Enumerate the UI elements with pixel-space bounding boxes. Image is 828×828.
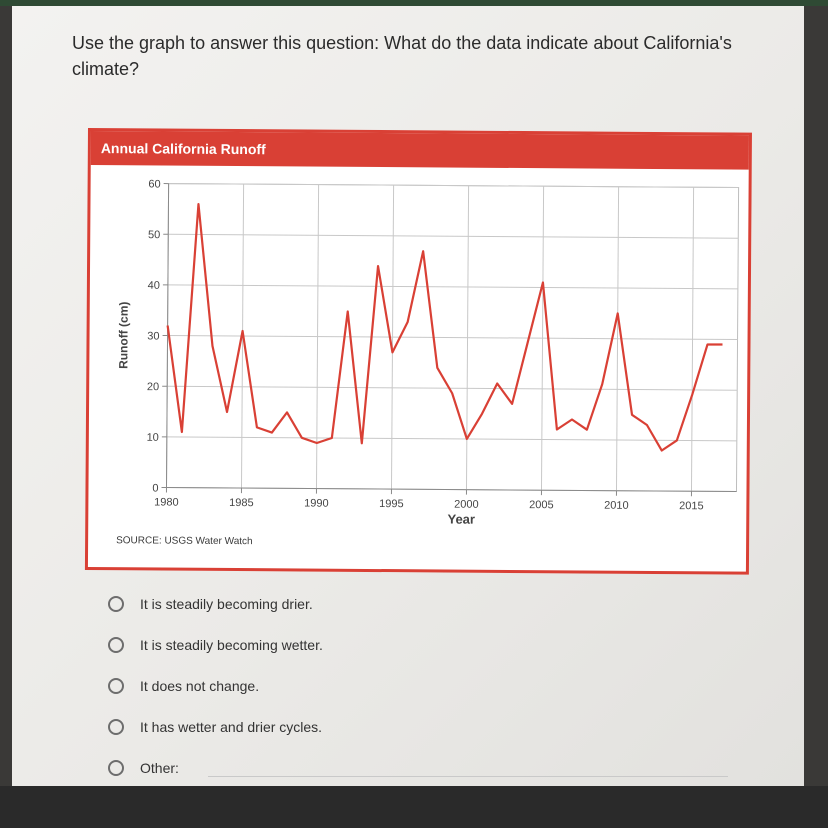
grid-line-vertical	[690, 187, 695, 492]
chart-header: Annual California Runoff	[90, 131, 749, 170]
y-tick-label: 0	[152, 482, 158, 494]
x-tick-label: 1990	[304, 498, 329, 510]
other-text-input[interactable]	[208, 776, 728, 777]
y-tick-label: 40	[148, 280, 160, 292]
x-tick-label: 1980	[154, 496, 179, 508]
chart-source: SOURCE: USGS Water Watch	[116, 535, 253, 548]
y-tick-label: 30	[147, 330, 159, 342]
option-steadily-wetter[interactable]: It is steadily becoming wetter.	[108, 635, 323, 676]
grid-line-vertical	[315, 184, 320, 489]
grid-line-horizontal	[168, 233, 739, 239]
grid-line-vertical	[615, 186, 620, 491]
grid-line-horizontal	[167, 335, 738, 341]
radio-button[interactable]	[108, 637, 124, 653]
x-tick-label: 2005	[529, 499, 554, 511]
y-tick-label: 50	[148, 229, 160, 241]
grid-line-horizontal	[168, 183, 739, 189]
x-tick-label: 2000	[454, 499, 479, 511]
chart-card: Annual California Runoff 0 10 20 30 40 50 60 19…	[84, 128, 752, 575]
x-tick-label: 2010	[604, 500, 629, 512]
option-wetter-drier-cycles[interactable]: It has wetter and drier cycles.	[108, 717, 323, 758]
option-label: It does not change.	[140, 678, 260, 694]
grid-line-vertical	[540, 186, 545, 491]
answer-options: It is steadily becoming drier. It is ste…	[108, 594, 728, 799]
question-text: Use the graph to answer this question: W…	[72, 33, 732, 79]
radio-button[interactable]	[108, 719, 124, 735]
option-no-change[interactable]: It does not change.	[108, 676, 323, 717]
y-axis	[165, 183, 170, 488]
radio-button[interactable]	[108, 678, 124, 694]
y-tick-label: 10	[147, 432, 159, 444]
option-steadily-drier[interactable]: It is steadily becoming drier.	[108, 594, 323, 635]
runoff-line-chart: 0 10 20 30 40 50 60 1980 1985 1990 1995 2000 2005 201…	[116, 178, 740, 527]
option-label: It is steadily becoming wetter.	[140, 637, 323, 653]
grid-line-vertical	[390, 185, 395, 490]
runoff-series-line	[166, 202, 723, 452]
grid-line-horizontal	[167, 284, 738, 290]
x-axis	[166, 487, 737, 493]
y-tick-label: 60	[148, 178, 160, 190]
radio-button[interactable]	[108, 596, 124, 612]
option-label: It is steadily becoming drier.	[140, 596, 313, 612]
option-label: It has wetter and drier cycles.	[140, 719, 323, 735]
device-frame-bottom	[0, 786, 828, 828]
x-tick-label: 2015	[679, 500, 704, 512]
y-axis-label: Runoff (cm)	[116, 302, 130, 369]
grid-line-horizontal	[167, 385, 738, 391]
option-other[interactable]: Other:	[108, 758, 323, 799]
radio-button[interactable]	[108, 760, 124, 776]
chart-title: Annual California Runoff	[100, 140, 266, 158]
x-tick-label: 1985	[229, 497, 254, 509]
y-tick-label: 20	[147, 381, 159, 393]
option-label: Other:	[140, 760, 179, 776]
x-axis-label: Year	[447, 512, 475, 527]
x-tick-label: 1995	[379, 498, 404, 510]
form-page: Use the graph to answer this question: W…	[12, 6, 804, 786]
device-frame-top	[0, 0, 828, 6]
grid-line-horizontal	[166, 436, 737, 442]
